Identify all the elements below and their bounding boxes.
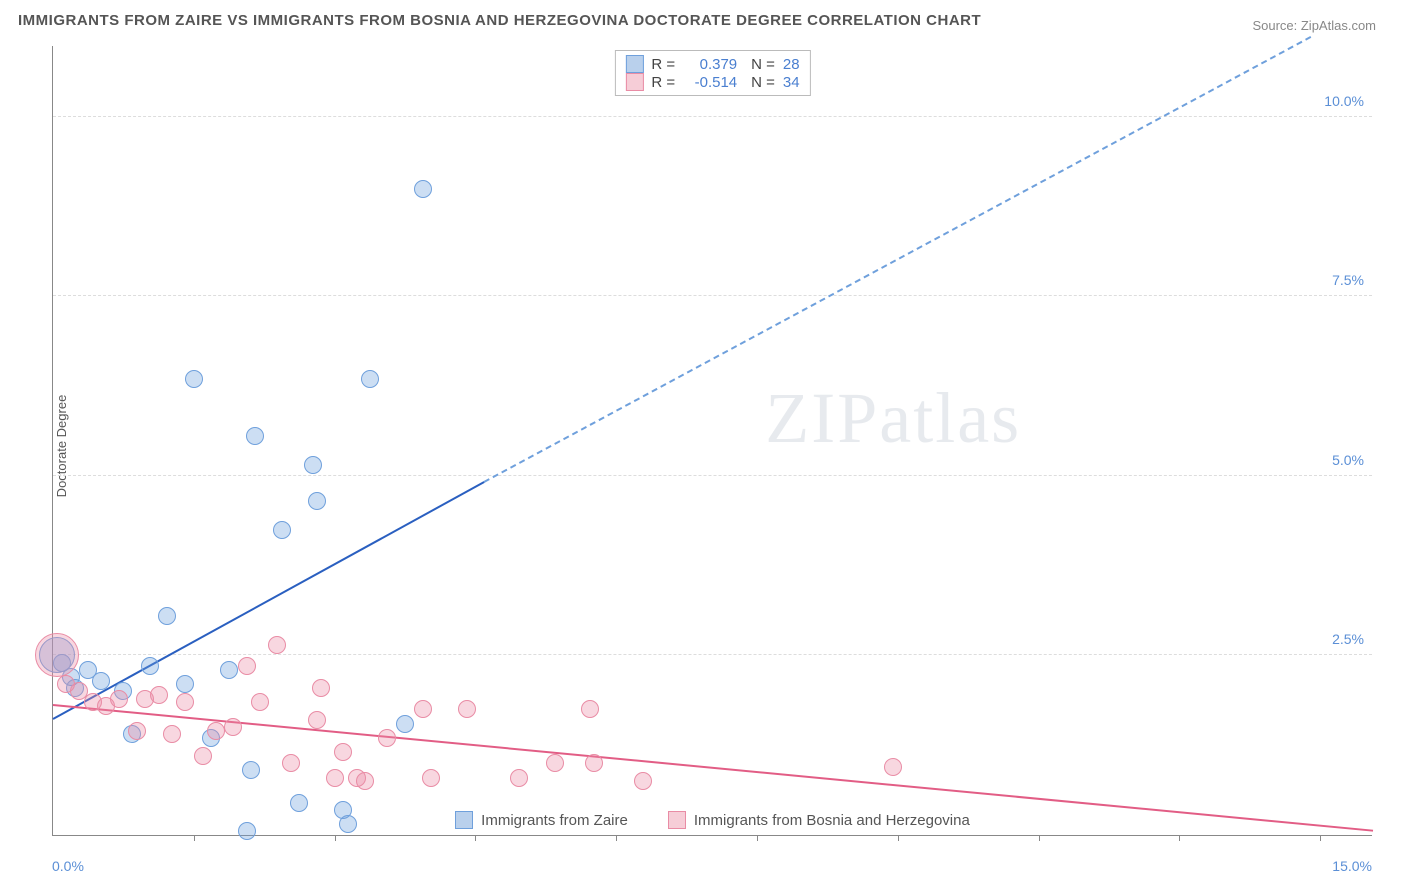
gridline: [53, 116, 1372, 117]
stat-n-label: N =: [751, 74, 775, 91]
x-tick-label-left: 0.0%: [52, 858, 84, 874]
data-point: [163, 725, 181, 743]
data-point: [334, 743, 352, 761]
legend-swatch: [668, 811, 686, 829]
data-point: [282, 754, 300, 772]
x-tick: [1179, 835, 1180, 841]
data-point: [414, 180, 432, 198]
y-tick-label: 5.0%: [1332, 452, 1364, 468]
x-tick: [1320, 835, 1321, 841]
y-tick-label: 2.5%: [1332, 631, 1364, 647]
data-point: [312, 679, 330, 697]
gridline: [53, 475, 1372, 476]
legend-swatch: [625, 55, 643, 73]
watermark-atlas: atlas: [879, 378, 1021, 458]
y-tick-label: 7.5%: [1332, 272, 1364, 288]
data-point: [396, 715, 414, 733]
stat-r-label: R =: [651, 74, 675, 91]
x-tick: [757, 835, 758, 841]
source-label: Source: ZipAtlas.com: [1252, 18, 1376, 33]
stat-r-value: -0.514: [683, 74, 737, 91]
legend-item: Immigrants from Zaire: [455, 811, 628, 829]
data-point: [308, 711, 326, 729]
x-tick: [1039, 835, 1040, 841]
x-tick: [898, 835, 899, 841]
data-point: [92, 672, 110, 690]
stat-n-label: N =: [751, 56, 775, 73]
x-tick-label-right: 15.0%: [1332, 858, 1372, 874]
data-point: [238, 657, 256, 675]
data-point: [251, 693, 269, 711]
x-tick: [335, 835, 336, 841]
data-point: [176, 675, 194, 693]
data-point: [220, 661, 238, 679]
stats-row: R = -0.514 N = 34: [625, 73, 799, 91]
stat-n-value: 34: [783, 74, 800, 91]
data-point: [242, 761, 260, 779]
x-tick: [616, 835, 617, 841]
data-point: [378, 729, 396, 747]
data-point: [634, 772, 652, 790]
data-point: [414, 700, 432, 718]
data-point: [422, 769, 440, 787]
y-tick-label: 10.0%: [1324, 93, 1364, 109]
data-point: [128, 722, 146, 740]
plot-area: ZIPatlas R = 0.379 N = 28 R = -0.514 N = 34 Imm…: [52, 46, 1372, 836]
data-point: [35, 633, 79, 677]
gridline: [53, 295, 1372, 296]
legend-swatch: [625, 73, 643, 91]
data-point: [110, 690, 128, 708]
x-tick: [194, 835, 195, 841]
watermark-zip: ZIP: [765, 378, 879, 458]
stat-r-value: 0.379: [683, 56, 737, 73]
data-point: [273, 521, 291, 539]
legend-label: Immigrants from Zaire: [481, 812, 628, 829]
stat-n-value: 28: [783, 56, 800, 73]
data-point: [268, 636, 286, 654]
gridline: [53, 654, 1372, 655]
data-point: [238, 822, 256, 840]
data-point: [356, 772, 374, 790]
data-point: [158, 607, 176, 625]
x-tick: [475, 835, 476, 841]
watermark: ZIPatlas: [765, 377, 1021, 460]
legend-item: Immigrants from Bosnia and Herzegovina: [668, 811, 970, 829]
data-point: [339, 815, 357, 833]
data-point: [246, 427, 264, 445]
data-point: [884, 758, 902, 776]
data-point: [207, 722, 225, 740]
data-point: [185, 370, 203, 388]
data-point: [304, 456, 322, 474]
data-point: [326, 769, 344, 787]
data-point: [141, 657, 159, 675]
data-point: [458, 700, 476, 718]
data-point: [308, 492, 326, 510]
stat-r-label: R =: [651, 56, 675, 73]
data-point: [361, 370, 379, 388]
data-point: [150, 686, 168, 704]
data-point: [546, 754, 564, 772]
trend-line: [484, 36, 1312, 483]
correlation-stats-box: R = 0.379 N = 28 R = -0.514 N = 34: [614, 50, 810, 96]
data-point: [585, 754, 603, 772]
stats-row: R = 0.379 N = 28: [625, 55, 799, 73]
data-point: [510, 769, 528, 787]
chart-title: IMMIGRANTS FROM ZAIRE VS IMMIGRANTS FROM…: [18, 12, 981, 29]
legend-label: Immigrants from Bosnia and Herzegovina: [694, 812, 970, 829]
data-point: [290, 794, 308, 812]
data-point: [581, 700, 599, 718]
data-point: [224, 718, 242, 736]
legend-swatch: [455, 811, 473, 829]
data-point: [194, 747, 212, 765]
data-point: [176, 693, 194, 711]
